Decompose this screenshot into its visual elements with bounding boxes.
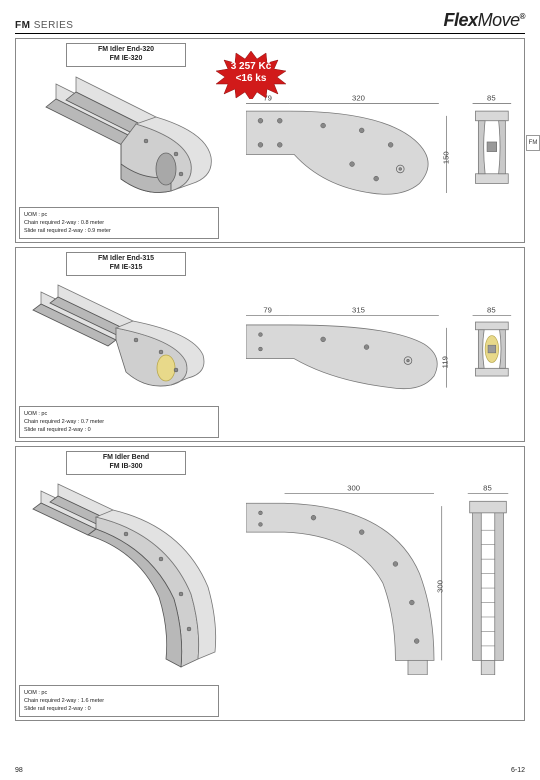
side-tab: FM (526, 135, 540, 151)
uom-2: UOM : pc (24, 410, 214, 418)
svg-text:320: 320 (352, 93, 365, 102)
svg-text:300: 300 (436, 580, 445, 593)
page-footer: 98 6-12 (15, 767, 525, 774)
svg-text:300: 300 (347, 484, 360, 493)
panel-ie-315: FM Idler End-315 FM IE-315 (15, 247, 525, 442)
chain-3: Chain required 2-way : 1.6 meter (24, 697, 214, 705)
slide-1: Slide rail required 2-way : 0.9 meter (24, 227, 214, 235)
info-box-2: UOM : pc Chain required 2-way : 0.7 mete… (19, 406, 219, 438)
title-box-2: FM Idler End-315 FM IE-315 (66, 252, 186, 276)
brand-flex: Flex (444, 10, 478, 30)
series-suffix: SERIES (34, 20, 74, 31)
product-code-1: FM IE-320 (71, 55, 181, 62)
svg-text:85: 85 (483, 484, 492, 493)
product-code-2: FM IE-315 (71, 264, 181, 271)
footer-left: 98 (15, 767, 23, 774)
svg-text:315: 315 (352, 305, 365, 314)
page-header: FM SERIES FlexMove® (15, 10, 525, 34)
uom-3: UOM : pc (24, 689, 214, 697)
footer-right: 6-12 (511, 767, 525, 774)
chain-2: Chain required 2-way : 0.7 meter (24, 418, 214, 426)
svg-text:150: 150 (441, 151, 450, 164)
price-text: 3 257 Kč <16 ks (211, 61, 291, 85)
tech-drawing-3: 300 300 85 (246, 482, 516, 675)
uom-1: UOM : pc (24, 211, 214, 219)
panel-ib-300: FM Idler Bend FM IB-300 300 (15, 446, 525, 721)
iso-view-1 (26, 69, 226, 204)
title-box-1: FM Idler End-320 FM IE-320 (66, 43, 186, 67)
product-name-1: FM Idler End-320 (71, 46, 181, 53)
svg-text:119: 119 (441, 356, 450, 368)
tech-drawing-1: 79 320 150 85 (246, 87, 516, 203)
brand-reg: ® (520, 12, 525, 21)
svg-text:85: 85 (487, 305, 496, 314)
product-name-3: FM Idler Bend (71, 454, 181, 461)
info-box-3: UOM : pc Chain required 2-way : 1.6 mete… (19, 685, 219, 717)
slide-3: Slide rail required 2-way : 0 (24, 705, 214, 713)
product-code-3: FM IB-300 (71, 463, 181, 470)
chain-1: Chain required 2-way : 0.8 meter (24, 219, 214, 227)
series-label: FM SERIES (15, 20, 73, 31)
price-burst: 3 257 Kč <16 ks (211, 49, 291, 99)
series-prefix: FM (15, 20, 30, 31)
slide-2: Slide rail required 2-way : 0 (24, 426, 214, 434)
info-box-1: UOM : pc Chain required 2-way : 0.8 mete… (19, 207, 219, 239)
tech-drawing-2: 79 315 119 85 (246, 296, 516, 402)
brand-logo: FlexMove® (444, 10, 525, 31)
brand-move: Move (478, 10, 520, 30)
iso-view-2 (26, 280, 216, 400)
iso-view-3 (26, 479, 226, 679)
svg-text:85: 85 (487, 93, 496, 102)
title-box-3: FM Idler Bend FM IB-300 (66, 451, 186, 475)
panel-ie-320: FM Idler End-320 FM IE-320 3 257 Kč <16 … (15, 38, 525, 243)
product-name-2: FM Idler End-315 (71, 255, 181, 262)
svg-text:79: 79 (263, 305, 272, 314)
